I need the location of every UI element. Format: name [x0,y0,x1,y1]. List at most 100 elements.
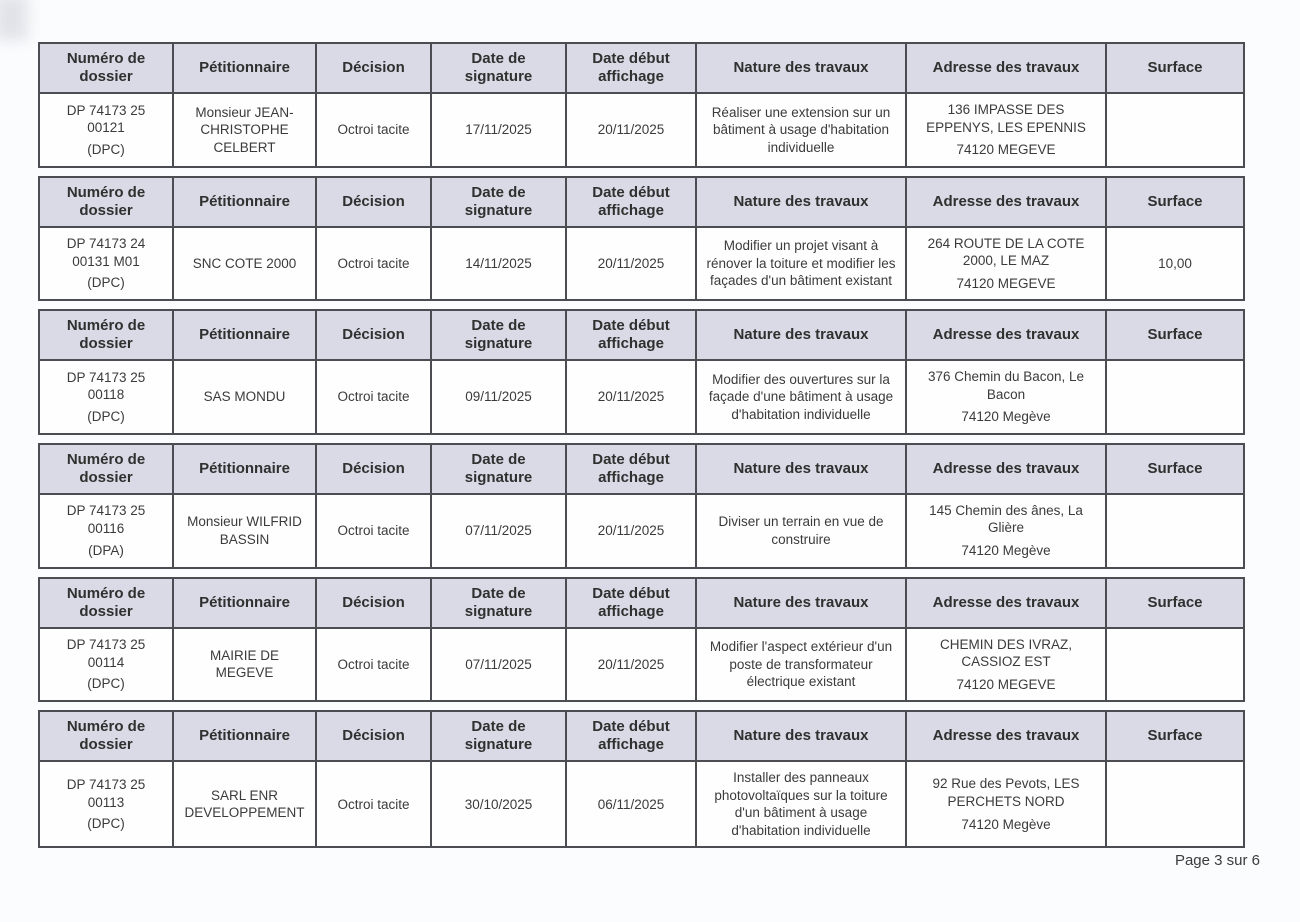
dossier-number-line1: DP 74173 25 [66,776,146,792]
scan-shadow-artifact [0,0,28,40]
cell-petitionnaire: MAIRIE DE MEGEVE [172,626,317,703]
cell-decision: Octroi tacite [315,225,432,302]
cell-petitionnaire: SNC COTE 2000 [172,225,317,302]
column-header-dossier: Numéro de dossier [38,175,174,228]
column-header-dossier: Numéro de dossier [38,710,174,763]
cell-date-affichage: 20/11/2025 [565,626,697,703]
column-header-petitionnaire: Pétitionnaire [172,710,317,763]
table-row: DP 74173 25 00114 (DPC) MAIRIE DE MEGEVE… [38,626,1245,703]
page-number: Page 3 sur 6 [1174,852,1260,869]
permit-table: Numéro de dossier Pétitionnaire Décision… [38,309,1245,435]
cell-nature-travaux: Modifier l'aspect extérieur d'un poste d… [695,626,907,703]
header-row: Numéro de dossier Pétitionnaire Décision… [38,175,1245,228]
cell-decision: Octroi tacite [315,359,432,435]
column-header-petitionnaire: Pétitionnaire [172,42,317,94]
cell-date-affichage: 20/11/2025 [565,225,697,302]
address-postal-city: 74120 MEGEVE [956,676,1056,692]
cell-date-signature: 09/11/2025 [430,359,567,435]
column-header-date-signature: Date de signature [430,309,567,362]
cell-adresse: CHEMIN DES IVRAZ, CASSIOZ EST 74120 MEGE… [905,626,1107,703]
cell-surface [1105,626,1245,703]
permit-tables-container: Numéro de dossier Pétitionnaire Décision… [38,42,1245,856]
permit-table: Numéro de dossier Pétitionnaire Décision… [38,175,1245,302]
cell-nature-travaux: Réaliser une extension sur un bâtiment à… [695,92,907,168]
cell-decision: Octroi tacite [315,626,432,703]
column-header-petitionnaire: Pétitionnaire [172,576,317,629]
column-header-petitionnaire: Pétitionnaire [172,309,317,362]
column-header-dossier: Numéro de dossier [38,442,174,495]
header-row: Numéro de dossier Pétitionnaire Décision… [38,576,1245,629]
cell-dossier: DP 74173 24 00131 M01 (DPC) [38,225,174,302]
dossier-number-line1: DP 74173 25 [66,503,146,519]
column-header-adresse: Adresse des travaux [905,576,1107,629]
table-row: DP 74173 24 00131 M01 (DPC) SNC COTE 200… [38,225,1245,302]
column-header-date-affichage: Date début affichage [565,175,697,228]
cell-adresse: 136 IMPASSE DES EPPENYS, LES EPENNIS 741… [905,92,1107,168]
column-header-petitionnaire: Pétitionnaire [172,442,317,495]
dossier-number-line1: DP 74173 25 [66,369,146,385]
cell-adresse: 92 Rue des Pevots, LES PERCHETS NORD 741… [905,760,1107,849]
cell-surface [1105,359,1245,435]
cell-date-signature: 14/11/2025 [430,225,567,302]
column-header-date-affichage: Date début affichage [565,309,697,362]
cell-dossier: DP 74173 25 00114 (DPC) [38,626,174,703]
address-postal-city: 74120 Megève [961,409,1051,425]
column-header-date-affichage: Date début affichage [565,442,697,495]
column-header-decision: Décision [315,309,432,362]
dossier-number-line1: DP 74173 25 [66,637,146,653]
dossier-type-code: (DPC) [87,275,125,291]
column-header-surface: Surface [1105,442,1245,495]
column-header-petitionnaire: Pétitionnaire [172,175,317,228]
column-header-decision: Décision [315,42,432,94]
cell-dossier: DP 74173 25 00116 (DPA) [38,492,174,569]
cell-surface [1105,92,1245,168]
cell-dossier: DP 74173 25 00118 (DPC) [38,359,174,435]
column-header-surface: Surface [1105,576,1245,629]
cell-petitionnaire: SARL ENR DEVELOPPEMENT [172,760,317,849]
cell-petitionnaire: Monsieur JEAN-CHRISTOPHE CELBERT [172,92,317,168]
table-row: DP 74173 25 00121 (DPC) Monsieur JEAN-CH… [38,92,1245,168]
column-header-decision: Décision [315,710,432,763]
column-header-nature: Nature des travaux [695,175,907,228]
column-header-surface: Surface [1105,309,1245,362]
column-header-date-affichage: Date début affichage [565,42,697,94]
column-header-dossier: Numéro de dossier [38,42,174,94]
cell-date-affichage: 06/11/2025 [565,760,697,849]
cell-decision: Octroi tacite [315,492,432,569]
column-header-nature: Nature des travaux [695,42,907,94]
cell-petitionnaire: Monsieur WILFRID BASSIN [172,492,317,569]
permit-table: Numéro de dossier Pétitionnaire Décision… [38,710,1245,849]
dossier-number-line2: 00118 [87,387,125,403]
dossier-number-line2: 00114 [87,654,125,670]
column-header-decision: Décision [315,576,432,629]
column-header-surface: Surface [1105,710,1245,763]
header-row: Numéro de dossier Pétitionnaire Décision… [38,710,1245,763]
cell-decision: Octroi tacite [315,92,432,168]
permit-table: Numéro de dossier Pétitionnaire Décision… [38,442,1245,569]
cell-date-affichage: 20/11/2025 [565,359,697,435]
column-header-decision: Décision [315,442,432,495]
column-header-surface: Surface [1105,175,1245,228]
address-postal-city: 74120 Megève [961,816,1051,832]
header-row: Numéro de dossier Pétitionnaire Décision… [38,309,1245,362]
cell-dossier: DP 74173 25 00121 (DPC) [38,92,174,168]
table-row: DP 74173 25 00118 (DPC) SAS MONDU Octroi… [38,359,1245,435]
column-header-adresse: Adresse des travaux [905,175,1107,228]
column-header-date-signature: Date de signature [430,576,567,629]
column-header-nature: Nature des travaux [695,710,907,763]
dossier-type-code: (DPC) [87,816,125,832]
address-street: 264 ROUTE DE LA COTE 2000, LE MAZ [927,235,1085,269]
column-header-nature: Nature des travaux [695,309,907,362]
dossier-type-code: (DPC) [87,676,125,692]
address-street: 136 IMPASSE DES EPPENYS, LES EPENNIS [926,102,1086,135]
dossier-number-line2: 00113 [87,794,125,810]
cell-surface [1105,760,1245,849]
cell-decision: Octroi tacite [315,760,432,849]
cell-dossier: DP 74173 25 00113 (DPC) [38,760,174,849]
cell-adresse: 376 Chemin du Bacon, Le Bacon 74120 Megè… [905,359,1107,435]
column-header-date-signature: Date de signature [430,442,567,495]
cell-date-signature: 07/11/2025 [430,626,567,703]
dossier-number-line2: 00116 [87,520,125,536]
column-header-surface: Surface [1105,42,1245,94]
cell-nature-travaux: Diviser un terrain en vue de construire [695,492,907,569]
